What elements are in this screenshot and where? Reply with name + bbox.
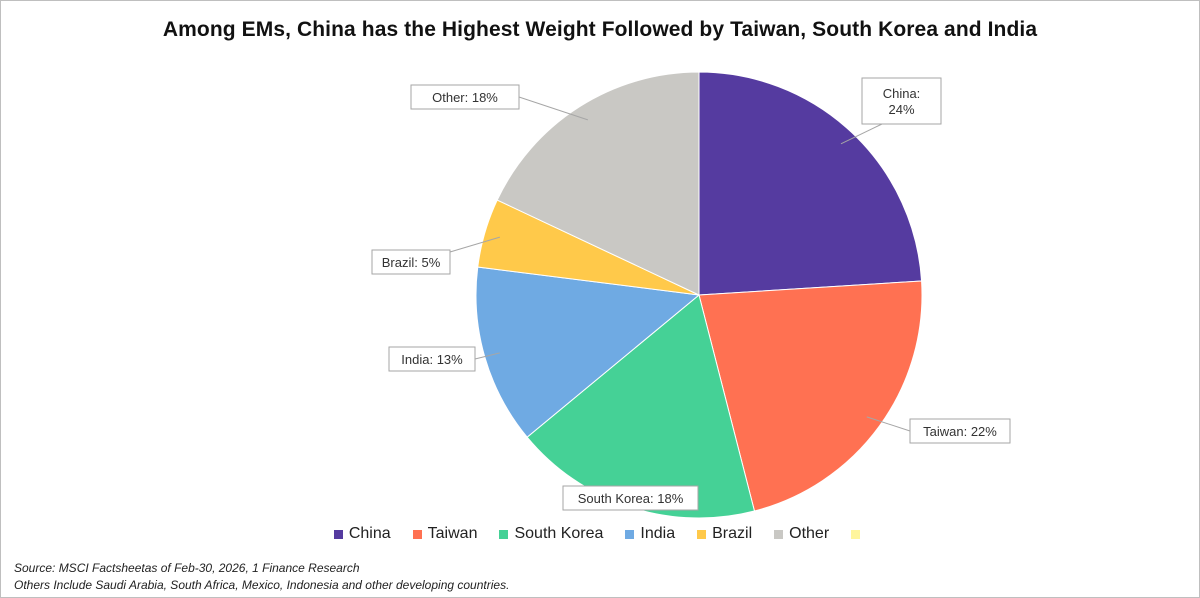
legend-swatch [499, 529, 509, 539]
legend-swatch [625, 529, 635, 539]
legend-label: China [348, 525, 391, 542]
data-label: 24% [888, 102, 914, 117]
data-label: South Korea: 18% [578, 491, 684, 506]
legend-item: South Korea [499, 525, 603, 543]
chart-legend: China Taiwan South Korea India Brazil Other [0, 525, 1200, 543]
data-label-box [371, 249, 451, 275]
data-label-box [861, 77, 942, 125]
data-label-box [388, 346, 476, 372]
leader-line [866, 416, 911, 432]
legend-item: Other [774, 525, 829, 543]
legend-label: India [640, 525, 676, 542]
chart-title: Among EMs, China has the Highest Weight … [162, 18, 1038, 41]
legend-item: China [333, 525, 391, 543]
pie-slice-india [475, 266, 701, 438]
leader-line [474, 352, 500, 360]
legend-label: Other [789, 525, 830, 542]
legend-item: India [625, 525, 675, 543]
legend-swatch [774, 529, 784, 539]
legend-label: South Korea [514, 525, 604, 542]
legend-swatch [697, 529, 707, 539]
legend-swatch [412, 529, 422, 539]
legend-label: Taiwan [427, 525, 478, 542]
legend-item: Brazil [697, 525, 752, 543]
data-label-box [909, 418, 1011, 444]
data-label-box [562, 485, 699, 511]
leader-line [449, 236, 500, 253]
pie-slice-other [496, 71, 700, 296]
source-line: Others Include Saudi Arabia, South Afric… [14, 578, 510, 592]
legend-item: Taiwan [412, 525, 478, 543]
pie-slice-taiwan [698, 280, 923, 512]
legend-label: Brazil [712, 525, 753, 542]
legend-swatch [333, 529, 343, 539]
source-note: Source: MSCI Factsheetas of Feb-30, 2026… [14, 560, 509, 594]
leader-line [840, 123, 883, 145]
data-label-box [410, 84, 520, 110]
data-label: India: 13% [401, 352, 463, 367]
leader-line [518, 96, 589, 121]
pie-slice-china [698, 71, 923, 296]
data-label: Brazil: 5% [382, 255, 441, 270]
legend-swatch [851, 529, 861, 539]
data-label: China: [883, 86, 921, 101]
source-line: Source: MSCI Factsheetas of Feb-30, 2026… [14, 561, 360, 575]
legend-item [851, 525, 866, 543]
data-label: Other: 18% [432, 90, 498, 105]
data-label: Taiwan: 22% [923, 424, 997, 439]
